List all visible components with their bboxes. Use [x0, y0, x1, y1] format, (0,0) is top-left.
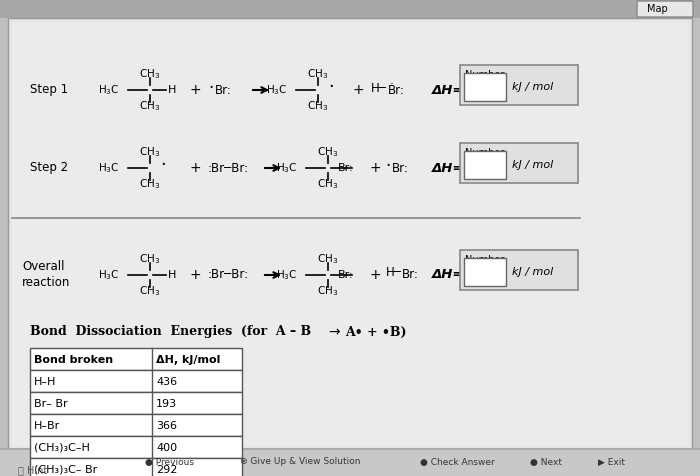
Text: 436: 436 [156, 377, 177, 387]
Text: Ḃr:: Ḃr: [388, 83, 405, 97]
Text: H: H [168, 270, 176, 280]
Text: $\mathregular{H_3C}$: $\mathregular{H_3C}$ [267, 83, 288, 97]
Text: $\mathregular{CH_3}$: $\mathregular{CH_3}$ [307, 67, 328, 81]
Text: H–H: H–H [34, 377, 57, 387]
Text: ● Check Answer: ● Check Answer [420, 457, 495, 466]
Text: $\mathregular{H_3C}$: $\mathregular{H_3C}$ [276, 161, 298, 175]
Bar [464, 151, 506, 179]
Text: ● Next: ● Next [530, 457, 562, 466]
Text: +: + [352, 83, 364, 97]
Bar [30, 458, 242, 476]
Text: $\mathregular{H_3C}$: $\mathregular{H_3C}$ [276, 268, 298, 282]
Text: Br:: Br: [402, 268, 419, 281]
Text: $\mathregular{CH_3}$: $\mathregular{CH_3}$ [139, 67, 160, 81]
Text: ΔH=: ΔH= [432, 83, 465, 97]
Text: $\mathregular{H_3C}$: $\mathregular{H_3C}$ [99, 161, 120, 175]
Text: $\mathregular{CH_3}$: $\mathregular{CH_3}$ [317, 284, 339, 298]
Text: Map: Map [647, 4, 668, 14]
Bar [460, 65, 578, 105]
Text: Number: Number [465, 255, 505, 265]
Text: H: H [168, 85, 176, 95]
Text: $\mathregular{CH_3}$: $\mathregular{CH_3}$ [139, 145, 160, 159]
Text: ⊗ Give Up & View Solution: ⊗ Give Up & View Solution [240, 457, 360, 466]
Text: H─: H─ [371, 81, 387, 95]
Bar [0, 448, 700, 450]
Text: $\mathregular{CH_3}$: $\mathregular{CH_3}$ [139, 99, 160, 113]
Bar [460, 143, 578, 183]
Text: Br:: Br: [392, 161, 409, 175]
Text: Br– Br: Br– Br [34, 399, 68, 409]
Text: :Br─Br:: :Br─Br: [208, 161, 249, 175]
Text: kJ / mol: kJ / mol [512, 82, 553, 92]
Text: Number: Number [465, 70, 505, 80]
Text: Br:: Br: [215, 83, 232, 97]
Text: $\mathregular{CH_3}$: $\mathregular{CH_3}$ [139, 284, 160, 298]
Text: Bond  Dissociation  Energies  (for  A – B: Bond Dissociation Energies (for A – B [30, 326, 311, 338]
Text: $\mathregular{H_3C}$: $\mathregular{H_3C}$ [99, 268, 120, 282]
Text: Br:: Br: [338, 270, 354, 280]
Text: $\mathregular{CH_3}$: $\mathregular{CH_3}$ [139, 252, 160, 266]
Text: Overall: Overall [22, 260, 64, 274]
Text: kJ / mol: kJ / mol [512, 160, 553, 170]
Text: 292: 292 [156, 465, 177, 475]
Text: H–Br: H–Br [34, 421, 60, 431]
Text: A• + •B): A• + •B) [345, 326, 407, 338]
Text: Bond broken: Bond broken [34, 355, 113, 365]
Text: ·: · [160, 156, 166, 174]
FancyBboxPatch shape [637, 1, 693, 17]
Text: ·: · [328, 78, 334, 96]
Bar [0, 450, 700, 476]
Text: +: + [189, 83, 201, 97]
Text: ΔH=: ΔH= [432, 161, 465, 175]
Bar [464, 73, 506, 101]
Text: $\mathregular{CH_3}$: $\mathregular{CH_3}$ [307, 99, 328, 113]
Text: Number: Number [465, 148, 505, 158]
Bar [464, 258, 506, 286]
Text: (CH₃)₃C– Br: (CH₃)₃C– Br [34, 465, 97, 475]
Bar [0, 0, 700, 18]
Bar [30, 392, 242, 414]
Text: →: → [328, 325, 339, 339]
Text: ΔH=: ΔH= [432, 268, 465, 281]
Text: 193: 193 [156, 399, 177, 409]
Bar [12, 22, 688, 446]
Text: +: + [369, 161, 381, 175]
Text: +: + [369, 268, 381, 282]
Text: Br:: Br: [338, 163, 354, 173]
Text: (CH₃)₃C–H: (CH₃)₃C–H [34, 443, 90, 453]
Text: +: + [189, 161, 201, 175]
Text: +: + [189, 268, 201, 282]
Text: Step 1: Step 1 [30, 83, 68, 97]
Text: 🔍 Hint: 🔍 Hint [18, 465, 48, 475]
Text: ·: · [208, 79, 213, 97]
Text: kJ / mol: kJ / mol [512, 267, 553, 277]
Text: $\mathregular{CH_3}$: $\mathregular{CH_3}$ [317, 177, 339, 191]
Text: $\mathregular{CH_3}$: $\mathregular{CH_3}$ [317, 145, 339, 159]
Bar [460, 250, 578, 290]
Text: Step 2: Step 2 [30, 161, 68, 175]
Bar [30, 370, 242, 392]
Text: ·: · [385, 157, 391, 175]
Bar [30, 436, 242, 458]
Bar [30, 348, 242, 370]
Text: 366: 366 [156, 421, 177, 431]
Text: ΔH, kJ/mol: ΔH, kJ/mol [156, 355, 220, 365]
Text: $\mathregular{CH_3}$: $\mathregular{CH_3}$ [139, 177, 160, 191]
Text: 400: 400 [156, 443, 177, 453]
Text: :Br─Br:: :Br─Br: [208, 268, 249, 281]
Text: ● Previous: ● Previous [145, 457, 194, 466]
Text: reaction: reaction [22, 277, 71, 289]
Text: $\mathregular{CH_3}$: $\mathregular{CH_3}$ [317, 252, 339, 266]
Bar [30, 414, 242, 436]
Text: H─: H─ [386, 267, 402, 279]
Text: $\mathregular{H_3C}$: $\mathregular{H_3C}$ [99, 83, 120, 97]
Text: ▶ Exit: ▶ Exit [598, 457, 625, 466]
